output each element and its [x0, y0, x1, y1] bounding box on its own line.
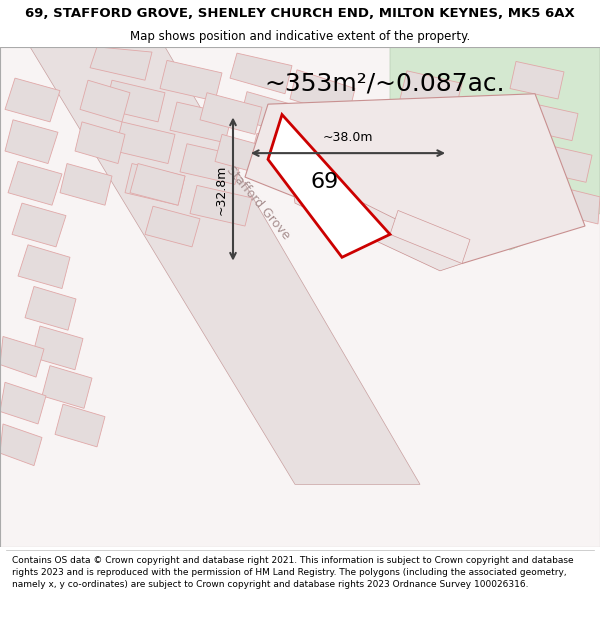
Polygon shape — [190, 186, 252, 226]
Bar — [0, 47, 600, 547]
Polygon shape — [0, 382, 46, 424]
Text: ~32.8m: ~32.8m — [215, 164, 227, 215]
Polygon shape — [130, 164, 185, 205]
Polygon shape — [25, 286, 76, 330]
Polygon shape — [90, 47, 152, 80]
Text: Contains OS data © Crown copyright and database right 2021. This information is : Contains OS data © Crown copyright and d… — [12, 556, 574, 589]
Polygon shape — [30, 47, 420, 484]
Polygon shape — [12, 203, 66, 247]
Polygon shape — [5, 120, 58, 164]
Polygon shape — [5, 78, 60, 122]
Polygon shape — [115, 122, 175, 164]
Polygon shape — [245, 94, 585, 264]
Text: ~38.0m: ~38.0m — [323, 131, 373, 144]
Text: Map shows position and indicative extent of the property.: Map shows position and indicative extent… — [130, 30, 470, 43]
Polygon shape — [75, 122, 125, 164]
Text: Stafford Grove: Stafford Grove — [224, 164, 292, 242]
Text: 69: 69 — [311, 173, 339, 192]
Polygon shape — [18, 245, 70, 289]
Polygon shape — [55, 404, 105, 447]
Polygon shape — [240, 92, 302, 136]
Polygon shape — [390, 47, 600, 250]
Polygon shape — [290, 167, 462, 271]
Polygon shape — [525, 103, 578, 141]
Polygon shape — [105, 80, 165, 122]
Polygon shape — [300, 111, 365, 159]
Polygon shape — [145, 206, 200, 247]
Polygon shape — [0, 47, 600, 547]
Polygon shape — [540, 145, 592, 182]
Text: 69, STAFFORD GROVE, SHENLEY CHURCH END, MILTON KEYNES, MK5 6AX: 69, STAFFORD GROVE, SHENLEY CHURCH END, … — [25, 7, 575, 19]
Polygon shape — [250, 133, 312, 177]
Polygon shape — [430, 154, 492, 195]
Text: ~353m²/~0.087ac.: ~353m²/~0.087ac. — [265, 71, 505, 96]
Polygon shape — [390, 211, 470, 264]
Polygon shape — [555, 186, 600, 224]
Polygon shape — [290, 70, 355, 118]
Polygon shape — [400, 71, 462, 111]
Polygon shape — [42, 366, 92, 408]
Polygon shape — [125, 164, 185, 205]
Polygon shape — [60, 164, 112, 205]
Polygon shape — [230, 53, 292, 94]
Polygon shape — [510, 61, 564, 99]
Polygon shape — [415, 112, 477, 153]
Polygon shape — [8, 161, 62, 205]
Polygon shape — [180, 144, 242, 184]
Polygon shape — [32, 326, 83, 370]
Polygon shape — [170, 102, 232, 142]
Polygon shape — [310, 153, 375, 201]
Polygon shape — [80, 80, 130, 122]
Polygon shape — [215, 134, 275, 176]
Polygon shape — [0, 336, 44, 377]
Polygon shape — [268, 114, 390, 258]
Polygon shape — [160, 61, 222, 101]
Polygon shape — [200, 92, 262, 134]
Polygon shape — [0, 424, 42, 466]
